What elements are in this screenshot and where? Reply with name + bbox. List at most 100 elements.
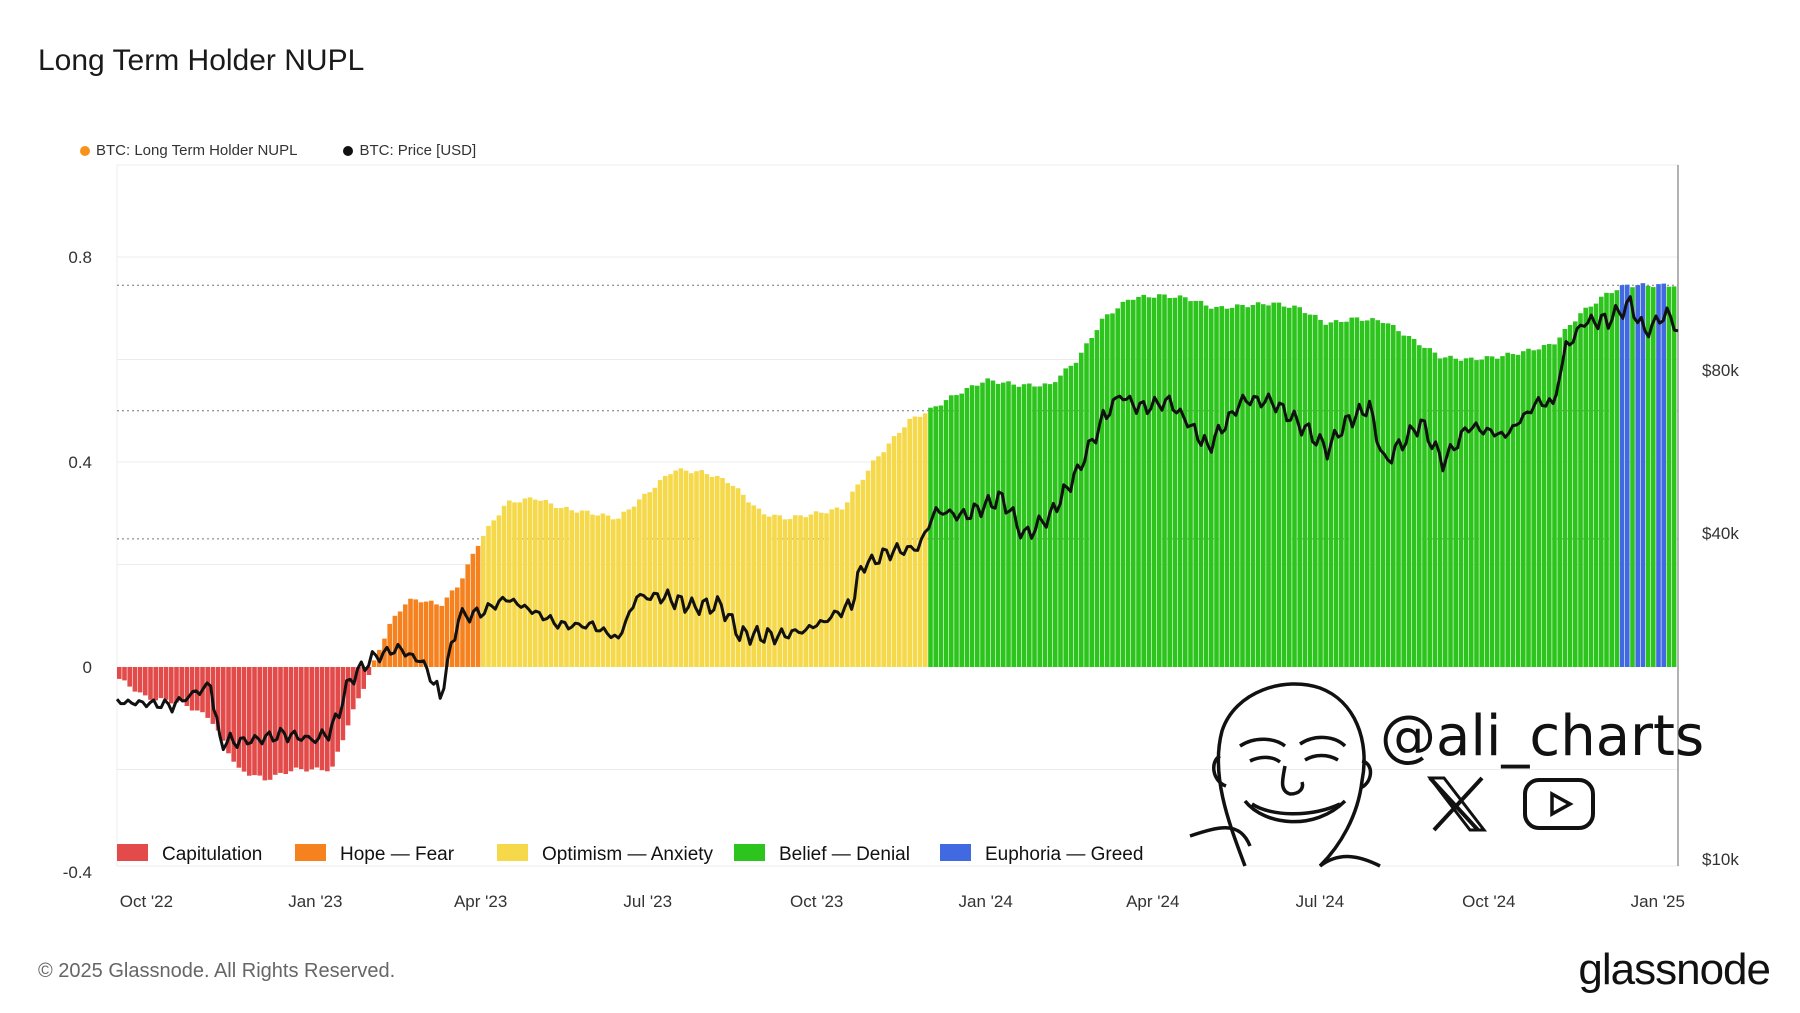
zone-legend-label: Capitulation: [162, 844, 262, 865]
nupl-bar: [1287, 307, 1292, 667]
nupl-bar: [1354, 317, 1360, 667]
nupl-bar: [767, 516, 772, 667]
nupl-bar: [335, 667, 340, 752]
nupl-bar: [1437, 358, 1443, 667]
nupl-bar: [413, 599, 418, 667]
nupl-bar: [907, 418, 912, 667]
nupl-bar: [1609, 293, 1614, 667]
nupl-bar: [1380, 323, 1386, 667]
nupl-bar: [1614, 290, 1620, 667]
nupl-bar: [1656, 284, 1661, 667]
nupl-bar: [278, 667, 283, 773]
legend-item-nupl[interactable]: BTC: Long Term Holder NUPL: [80, 142, 297, 159]
nupl-bar: [1562, 329, 1568, 667]
nupl-bar: [985, 378, 990, 667]
nupl-bar: [1323, 324, 1328, 667]
cartoon-face-icon: [1189, 682, 1381, 868]
zone-legend-label: Optimism — Anxiety: [542, 844, 714, 865]
nupl-bar: [241, 667, 247, 772]
nupl-bar: [1261, 304, 1266, 667]
nupl-bar: [1255, 302, 1261, 667]
nupl-bar: [959, 393, 964, 667]
nupl-bar: [330, 667, 335, 767]
nupl-bar: [1177, 295, 1183, 667]
nupl-bar: [1349, 317, 1354, 667]
nupl-bar: [1151, 297, 1157, 667]
nupl-bar: [195, 667, 200, 711]
nupl-bar: [735, 488, 741, 667]
nupl-bar: [668, 474, 673, 667]
nupl-bar: [1541, 345, 1547, 667]
nupl-bar: [512, 502, 517, 667]
y-left-tick-label: 0: [83, 658, 92, 677]
nupl-bar: [496, 515, 502, 667]
nupl-bar: [1661, 283, 1666, 667]
nupl-bar: [938, 405, 944, 667]
nupl-bar: [122, 667, 127, 681]
nupl-bar: [1417, 345, 1422, 667]
nupl-bar: [1276, 302, 1282, 667]
nupl-bar: [1271, 302, 1276, 667]
nupl-bar: [1489, 356, 1495, 667]
nupl-bar: [1058, 375, 1063, 667]
zone-legend-swatch: [497, 844, 528, 861]
nupl-bar: [153, 667, 158, 701]
x-tick-label: Jan '23: [288, 892, 342, 911]
zone-legend-swatch: [295, 844, 326, 861]
nupl-bar: [865, 470, 871, 667]
nupl-bar: [595, 515, 600, 667]
legend-item-price[interactable]: BTC: Price [USD]: [343, 142, 476, 159]
nupl-bar: [761, 514, 767, 667]
nupl-bar: [1011, 384, 1016, 667]
nupl-bar: [813, 511, 819, 667]
nupl-bar: [694, 471, 699, 667]
nupl-bar: [127, 667, 132, 687]
y-right-tick-label: $10k: [1702, 850, 1739, 869]
nupl-bar: [1240, 305, 1245, 667]
nupl-bar: [1500, 356, 1505, 667]
nupl-bar: [715, 475, 720, 667]
x-tick-label: Oct '23: [790, 892, 843, 911]
nupl-bar: [954, 395, 959, 667]
nupl-bar: [995, 383, 1001, 667]
nupl-bar: [704, 474, 710, 667]
nupl-bar: [299, 667, 304, 770]
nupl-bar: [777, 515, 782, 667]
nupl-bar: [1188, 301, 1193, 667]
nupl-bar: [314, 667, 320, 768]
nupl-bar: [834, 507, 840, 667]
nupl-bar: [1427, 348, 1432, 667]
nupl-bar: [1073, 362, 1079, 667]
nupl-bar: [1474, 360, 1479, 667]
nupl-bar: [486, 525, 491, 667]
nupl-bar: [1411, 339, 1417, 667]
nupl-bar: [1089, 338, 1094, 667]
nupl-bar: [293, 667, 299, 768]
nupl-bar: [1172, 297, 1178, 667]
nupl-bar: [637, 499, 642, 667]
nupl-bar: [1167, 298, 1172, 667]
nupl-bar: [819, 512, 824, 667]
nupl-bar: [429, 600, 434, 667]
zone-legend-label: Belief — Denial: [779, 844, 910, 865]
nupl-bar: [1526, 348, 1531, 667]
nupl-bar: [366, 667, 372, 675]
nupl-bar: [527, 497, 533, 667]
nupl-bar: [1115, 308, 1120, 667]
y-right-tick-label: $40k: [1702, 524, 1739, 543]
nupl-bar: [1432, 352, 1438, 667]
nupl-bar: [356, 667, 361, 699]
zone-legend-swatch: [734, 844, 765, 861]
brand-logo: glassnode: [1578, 945, 1771, 994]
nupl-bar: [1198, 300, 1204, 667]
nupl-bar: [501, 505, 507, 667]
legend-dot-price: [343, 145, 354, 156]
nupl-bar: [449, 590, 455, 667]
nupl-bar: [657, 480, 663, 667]
nupl-bar: [793, 515, 798, 667]
nupl-bar: [1401, 335, 1406, 667]
y-left-tick-label: -0.4: [63, 863, 92, 882]
nupl-bar: [1094, 330, 1100, 667]
nupl-bar: [517, 502, 522, 667]
nupl-bar: [403, 604, 408, 667]
